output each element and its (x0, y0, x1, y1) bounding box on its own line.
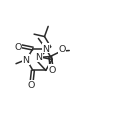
Text: N: N (35, 53, 42, 62)
Text: O: O (48, 65, 56, 74)
Text: O: O (58, 45, 66, 54)
Text: O: O (28, 80, 35, 89)
Text: N: N (43, 44, 50, 53)
Text: N: N (22, 56, 29, 64)
Text: O: O (15, 42, 22, 51)
